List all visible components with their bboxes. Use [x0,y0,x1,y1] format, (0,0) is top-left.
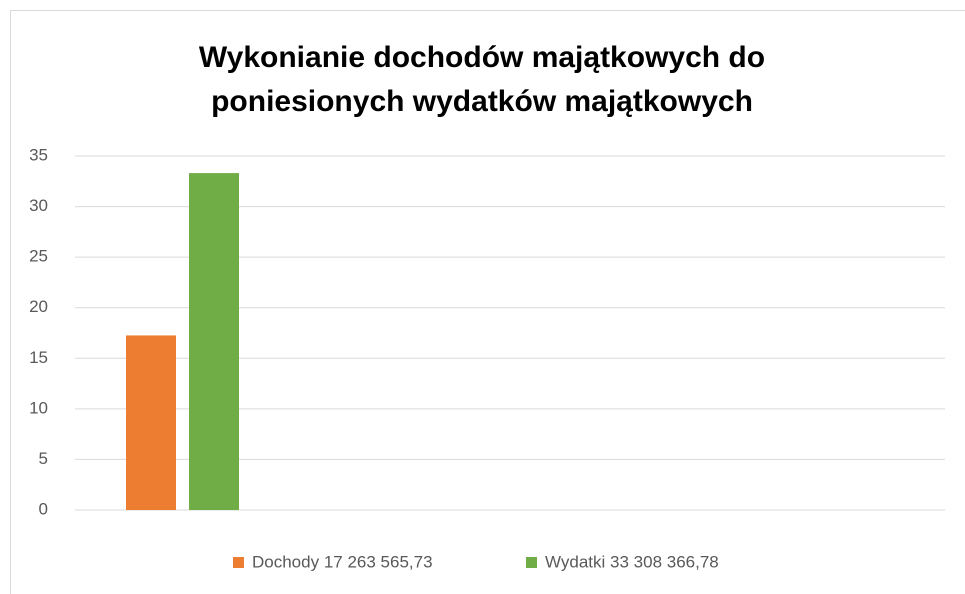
y-tick-label: 30 [29,196,48,215]
y-tick-label: 10 [29,398,48,417]
bar [126,335,176,510]
legend-swatch [233,557,244,568]
y-tick-label: 20 [29,297,48,316]
y-tick-label: 35 [29,145,48,164]
y-tick-label: 25 [29,247,48,266]
legend-swatch [526,557,537,568]
y-tick-label: 15 [29,348,48,367]
legend-label: Wydatki 33 308 366,78 [545,552,719,571]
y-tick-label: 5 [39,449,48,468]
chart-title: Wykonianie dochodów majątkowych do ponie… [198,41,766,118]
legend-label: Dochody 17 263 565,73 [252,552,433,571]
y-tick-label: 0 [39,499,48,518]
bar [189,173,239,510]
